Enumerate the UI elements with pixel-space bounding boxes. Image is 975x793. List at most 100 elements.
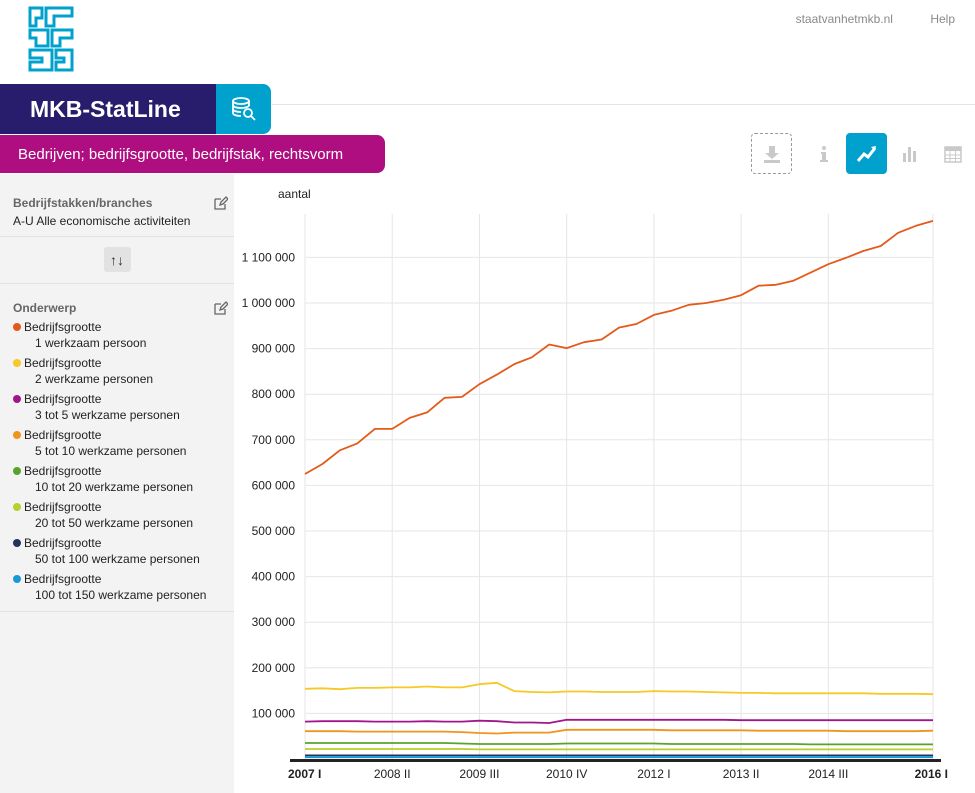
legend-item: Bedrijfsgrootte 10 tot 20 werkzame person… xyxy=(13,463,234,495)
database-search-icon xyxy=(231,97,256,121)
legend-item-label: Bedrijfsgrootte xyxy=(24,356,102,370)
x-axis-line xyxy=(290,759,941,762)
series-lines xyxy=(304,220,934,759)
x-tick-label: 2010 IV xyxy=(546,767,587,781)
x-tick-label: 2008 II xyxy=(374,767,411,781)
filter-title-branches: Bedrijfstakken/branches xyxy=(13,196,153,210)
x-tick-label: 2007 I xyxy=(288,767,321,781)
legend-item: Bedrijfsgrootte 2 werkzame personen xyxy=(13,355,234,387)
view-toolbar xyxy=(751,133,975,174)
link-staatvanhetmkb[interactable]: staatvanhetmkb.nl xyxy=(795,12,893,26)
legend-swatch xyxy=(13,395,21,403)
legend-swatch xyxy=(13,431,21,439)
legend-list: Bedrijfsgrootte 1 werkzaam persoon Bedrijf… xyxy=(13,319,234,603)
sidebar-divider xyxy=(0,236,234,237)
download-icon xyxy=(763,145,780,163)
sidebar-divider xyxy=(0,611,234,612)
series-line-2[interactable] xyxy=(304,681,934,696)
y-axis: 100 000 200 000 300 000 400 000 500 000 600 0… xyxy=(242,250,296,720)
line-chart-button[interactable] xyxy=(846,133,887,174)
series-line-1[interactable] xyxy=(304,220,934,475)
series-line-4[interactable] xyxy=(305,728,934,735)
legend-item-sublabel: 2 werkzame personen xyxy=(35,372,154,386)
legend-item-sublabel: 50 tot 100 werkzame personen xyxy=(35,552,200,566)
legend-item-label: Bedrijfsgrootte xyxy=(24,320,102,334)
link-help[interactable]: Help xyxy=(930,12,955,26)
legend-item-label: Bedrijfsgrootte xyxy=(24,536,102,550)
legend-item: Bedrijfsgrootte 20 tot 50 werkzame person… xyxy=(13,499,234,531)
y-tick-label: 400 000 xyxy=(252,570,296,584)
filter-value-branches: A-U Alle economische activiteiten xyxy=(13,214,191,228)
x-tick-label: 2014 III xyxy=(808,767,848,781)
legend-item-group: Bedrijfsgrootte xyxy=(13,391,234,407)
legend-item-group: Bedrijfsgrootte xyxy=(13,319,234,335)
legend-swatch xyxy=(13,575,21,583)
edit-icon[interactable] xyxy=(214,196,228,210)
table-title[interactable]: Bedrijven; bedrijfsgrootte, bedrijfstak,… xyxy=(0,135,385,173)
download-button[interactable] xyxy=(751,133,792,174)
legend-item-group: Bedrijfsgrootte xyxy=(13,499,234,515)
x-tick-label: 2009 III xyxy=(459,767,499,781)
table-icon xyxy=(943,145,962,163)
grid xyxy=(304,214,934,759)
x-tick-label: 2013 II xyxy=(723,767,760,781)
legend-swatch xyxy=(13,503,21,511)
series-line-5[interactable] xyxy=(305,742,933,746)
legend-item-label: Bedrijfsgrootte xyxy=(24,464,102,478)
legend-item-label: Bedrijfsgrootte xyxy=(24,572,102,586)
legend-item: Bedrijfsgrootte 1 werkzaam persoon xyxy=(13,319,234,351)
filter-section-branches: Bedrijfstakken/branches A-U Alle economi… xyxy=(0,174,234,236)
filter-section-onderwerp: Onderwerp Bedrijfsgrootte 1 werkzaam pers… xyxy=(0,284,234,603)
legend-item: Bedrijfsgrootte 100 tot 150 werkzame pers… xyxy=(13,571,234,603)
bar-chart-icon xyxy=(902,146,916,162)
legend-item-group: Bedrijfsgrootte xyxy=(13,463,234,479)
legend-swatch xyxy=(13,539,21,547)
legend-item-sublabel: 10 tot 20 werkzame personen xyxy=(35,480,194,494)
swap-wrapper: ↑↓ xyxy=(0,237,234,283)
y-tick-label: 600 000 xyxy=(252,478,296,492)
legend-item: Bedrijfsgrootte 3 tot 5 werkzame personen xyxy=(13,391,234,423)
y-tick-label: 1 000 000 xyxy=(242,296,296,310)
legend-item: Bedrijfsgrootte 50 tot 100 werkzame perso… xyxy=(13,535,234,567)
y-tick-label: 900 000 xyxy=(252,342,296,356)
line-chart-icon xyxy=(856,145,876,162)
sidebar: Bedrijfstakken/branches A-U Alle economi… xyxy=(0,174,234,793)
legend-item-sublabel: 3 tot 5 werkzame personen xyxy=(35,408,180,422)
brand-title[interactable]: MKB-StatLine xyxy=(0,84,216,134)
x-axis: 2007 I 2008 II 2009 III 2010 IV 2012 I 2013 I… xyxy=(288,759,948,781)
y-tick-label: 700 000 xyxy=(252,433,296,447)
cbs-logo[interactable] xyxy=(28,6,74,72)
y-tick-label: 800 000 xyxy=(252,387,296,401)
info-button[interactable] xyxy=(803,133,844,174)
legend-item-label: Bedrijfsgrootte xyxy=(24,500,102,514)
edit-icon[interactable] xyxy=(214,301,228,315)
top-links: staatvanhetmkb.nl Help xyxy=(762,12,955,26)
legend-item-group: Bedrijfsgrootte xyxy=(13,355,234,371)
line-chart: aantal 100 000 200 000 300 000 400 000 500 0… xyxy=(242,187,948,781)
bar-chart-button[interactable] xyxy=(889,133,930,174)
series-line-3[interactable] xyxy=(304,718,933,724)
header-divider xyxy=(272,104,975,105)
x-tick-label: 2016 I xyxy=(915,767,948,781)
legend-item-sublabel: 5 tot 10 werkzame personen xyxy=(35,444,187,458)
legend-item-label: Bedrijfsgrootte xyxy=(24,428,102,442)
database-search-button[interactable] xyxy=(216,84,271,134)
info-icon xyxy=(819,145,828,162)
legend-swatch xyxy=(13,467,21,475)
legend-item-group: Bedrijfsgrootte xyxy=(13,571,234,587)
legend-swatch xyxy=(13,359,21,367)
sidebar-divider xyxy=(0,283,234,284)
swap-axes-button[interactable]: ↑↓ xyxy=(103,247,131,272)
table-view-button[interactable] xyxy=(932,133,973,174)
legend-item-label: Bedrijfsgrootte xyxy=(24,392,102,406)
y-axis-label: aantal xyxy=(278,187,311,201)
legend-item: Bedrijfsgrootte 5 tot 10 werkzame persone… xyxy=(13,427,234,459)
y-tick-label: 200 000 xyxy=(252,661,296,675)
legend-item-sublabel: 100 tot 150 werkzame personen xyxy=(35,588,207,602)
y-tick-label: 500 000 xyxy=(252,524,296,538)
filter-title-onderwerp: Onderwerp xyxy=(13,301,77,315)
x-tick-label: 2012 I xyxy=(637,767,670,781)
legend-item-sublabel: 20 tot 50 werkzame personen xyxy=(35,516,194,530)
y-tick-label: 100 000 xyxy=(252,706,296,720)
